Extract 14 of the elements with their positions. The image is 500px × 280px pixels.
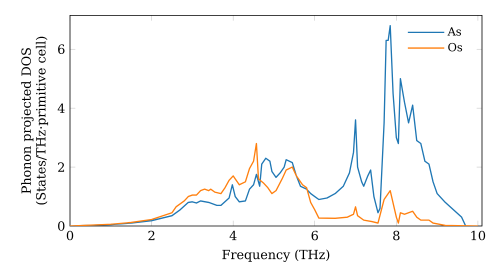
y-axis-title: Phonon projected DOS (States/THz·primitive cell) xyxy=(21,36,48,205)
x-tick-label: 6 xyxy=(312,230,318,240)
x-tick-label: 8 xyxy=(393,230,400,240)
legend-label: As xyxy=(448,27,462,36)
x-tick-label: 0 xyxy=(66,230,74,240)
legend-label: Os xyxy=(448,42,462,52)
x-tick-label: 10 xyxy=(471,230,486,240)
y-tick-label: 0 xyxy=(58,221,64,231)
y-tick-label: 4 xyxy=(58,103,65,113)
x-tick-label: 4 xyxy=(230,230,237,240)
y-tick-label: 6 xyxy=(58,44,64,54)
x-tick-label: 2 xyxy=(148,230,154,240)
y-tick-label: 2 xyxy=(58,162,64,172)
x-axis-title: Frequency (THz) xyxy=(222,249,330,262)
